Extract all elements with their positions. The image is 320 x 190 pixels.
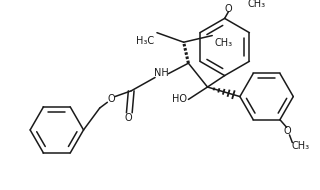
Text: HO: HO — [172, 94, 187, 104]
Text: O: O — [124, 112, 132, 123]
Text: CH₃: CH₃ — [248, 0, 266, 9]
Text: CH₃: CH₃ — [214, 38, 232, 48]
Text: O: O — [108, 94, 115, 104]
Text: O: O — [284, 126, 292, 136]
Text: CH₃: CH₃ — [292, 141, 309, 151]
Text: O: O — [225, 4, 232, 14]
Text: NH: NH — [154, 68, 169, 78]
Text: H₃C: H₃C — [136, 36, 154, 47]
